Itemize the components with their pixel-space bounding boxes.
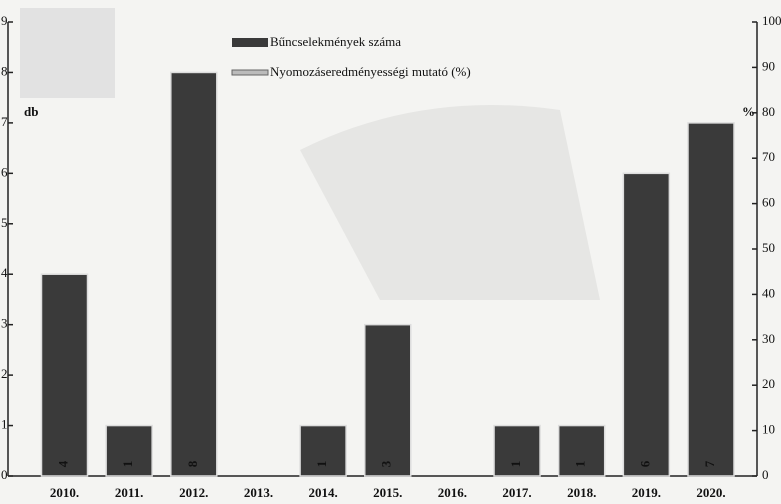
x-tick-label: 2012. xyxy=(179,485,208,500)
x-tick-label: 2014. xyxy=(308,485,337,500)
x-tick-label: 2010. xyxy=(50,485,79,500)
y2-tick-label: 60 xyxy=(762,195,775,210)
y2-tick-label: 70 xyxy=(762,149,775,164)
bar xyxy=(622,172,671,477)
bar xyxy=(105,424,153,477)
bar xyxy=(493,424,541,477)
x-tick-label: 2017. xyxy=(502,485,531,500)
x-tick-label: 2015. xyxy=(373,485,402,500)
bar-value-label: 1 xyxy=(314,461,329,468)
bar-value-label: 1 xyxy=(508,461,523,468)
y-tick-label: 6 xyxy=(1,164,8,179)
y2-tick-label: 100 xyxy=(762,13,781,28)
legend-swatch xyxy=(231,69,269,76)
legend-label: Nyomozáseredményességi mutató (%) xyxy=(270,64,471,79)
logo xyxy=(20,8,115,98)
bar xyxy=(557,424,606,477)
x-tick-label: 2018. xyxy=(567,485,596,500)
bar-value-label: 6 xyxy=(637,460,652,467)
y-tick-label: 7 xyxy=(1,114,8,129)
y2-axis-label: % xyxy=(742,104,755,119)
bar-value-label: 7 xyxy=(702,460,717,467)
x-tick-label: 2013. xyxy=(244,485,273,500)
bar-value-label: 3 xyxy=(379,460,394,467)
y-tick-label: 9 xyxy=(1,13,8,28)
bar xyxy=(364,323,412,477)
y2-tick-label: 80 xyxy=(762,104,775,119)
y-tick-label: 0 xyxy=(1,467,8,482)
y2-tick-label: 90 xyxy=(762,58,775,73)
x-tick-label: 2011. xyxy=(115,485,144,500)
y2-tick-label: 20 xyxy=(762,376,775,391)
legend-label: Bűncselekmények száma xyxy=(270,34,401,49)
bar xyxy=(687,122,735,477)
y-tick-label: 5 xyxy=(1,215,8,230)
x-tick-label: 2019. xyxy=(632,485,661,500)
y-tick-label: 4 xyxy=(1,265,8,280)
y-tick-label: 1 xyxy=(1,417,8,432)
y2-tick-label: 50 xyxy=(762,240,775,255)
bar-value-label: 8 xyxy=(185,460,200,467)
y-axis-label: db xyxy=(24,104,38,119)
bar xyxy=(170,71,218,477)
x-tick-label: 2016. xyxy=(438,485,467,500)
x-tick-label: 2020. xyxy=(696,485,725,500)
y2-tick-label: 30 xyxy=(762,331,775,346)
y2-tick-label: 40 xyxy=(762,285,775,300)
bar-value-label: 1 xyxy=(120,461,135,468)
background-building xyxy=(300,105,600,300)
y2-tick-label: 10 xyxy=(762,422,775,437)
bar-value-label: 1 xyxy=(573,461,588,468)
bar xyxy=(40,273,89,477)
bar-value-label: 4 xyxy=(55,460,70,467)
legend-swatch xyxy=(232,38,268,47)
y-tick-label: 3 xyxy=(1,316,8,331)
bar xyxy=(299,424,347,477)
y2-tick-label: 0 xyxy=(762,467,769,482)
y-tick-label: 2 xyxy=(1,366,8,381)
y-tick-label: 8 xyxy=(1,63,8,78)
